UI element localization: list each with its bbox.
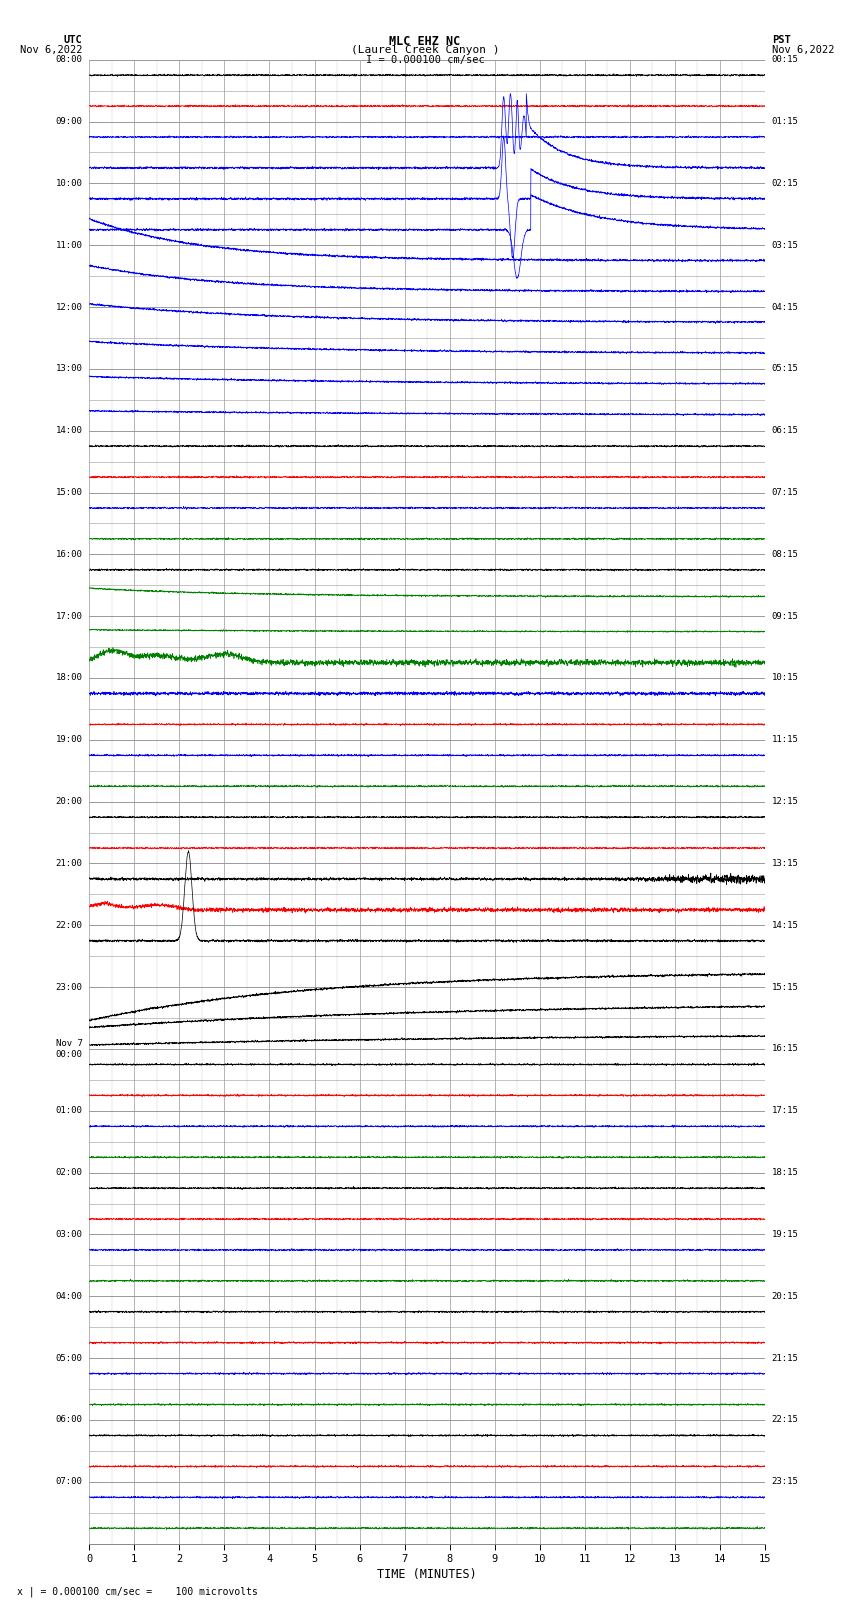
Text: 23:00: 23:00: [55, 982, 82, 992]
Text: 02:15: 02:15: [772, 179, 799, 187]
Text: 00:15: 00:15: [772, 55, 799, 65]
Text: 17:00: 17:00: [55, 611, 82, 621]
Text: 22:15: 22:15: [772, 1416, 799, 1424]
Text: Nov 7
00:00: Nov 7 00:00: [55, 1039, 82, 1058]
Text: 05:15: 05:15: [772, 365, 799, 373]
Text: 03:15: 03:15: [772, 240, 799, 250]
Text: 17:15: 17:15: [772, 1107, 799, 1115]
Text: 21:15: 21:15: [772, 1353, 799, 1363]
Text: 11:15: 11:15: [772, 736, 799, 744]
Text: 18:00: 18:00: [55, 674, 82, 682]
Text: 08:00: 08:00: [55, 55, 82, 65]
Text: 14:00: 14:00: [55, 426, 82, 436]
Text: 09:15: 09:15: [772, 611, 799, 621]
Text: 05:00: 05:00: [55, 1353, 82, 1363]
Text: 20:00: 20:00: [55, 797, 82, 806]
Text: I = 0.000100 cm/sec: I = 0.000100 cm/sec: [366, 55, 484, 65]
Text: 08:15: 08:15: [772, 550, 799, 558]
Text: Nov 6,2022: Nov 6,2022: [20, 45, 82, 55]
Text: 02:00: 02:00: [55, 1168, 82, 1177]
Text: 07:00: 07:00: [55, 1478, 82, 1486]
Text: MLC EHZ NC: MLC EHZ NC: [389, 35, 461, 48]
Text: 19:15: 19:15: [772, 1231, 799, 1239]
Text: 23:15: 23:15: [772, 1478, 799, 1486]
Text: 18:15: 18:15: [772, 1168, 799, 1177]
Text: 11:00: 11:00: [55, 240, 82, 250]
Text: 07:15: 07:15: [772, 489, 799, 497]
Text: 15:00: 15:00: [55, 489, 82, 497]
Text: 12:00: 12:00: [55, 303, 82, 311]
Text: 04:00: 04:00: [55, 1292, 82, 1300]
Text: 16:00: 16:00: [55, 550, 82, 558]
Text: 06:00: 06:00: [55, 1416, 82, 1424]
Text: Nov 6,2022: Nov 6,2022: [772, 45, 835, 55]
Text: 15:15: 15:15: [772, 982, 799, 992]
Text: 21:00: 21:00: [55, 860, 82, 868]
X-axis label: TIME (MINUTES): TIME (MINUTES): [377, 1568, 477, 1581]
Text: 14:15: 14:15: [772, 921, 799, 929]
Text: (Laurel Creek Canyon ): (Laurel Creek Canyon ): [351, 45, 499, 55]
Text: 20:15: 20:15: [772, 1292, 799, 1300]
Text: 12:15: 12:15: [772, 797, 799, 806]
Text: 22:00: 22:00: [55, 921, 82, 929]
Text: 01:15: 01:15: [772, 118, 799, 126]
Text: 01:00: 01:00: [55, 1107, 82, 1115]
Text: 13:00: 13:00: [55, 365, 82, 373]
Text: 09:00: 09:00: [55, 118, 82, 126]
Text: UTC: UTC: [64, 35, 82, 45]
Text: PST: PST: [772, 35, 791, 45]
Text: 03:00: 03:00: [55, 1231, 82, 1239]
Text: 16:15: 16:15: [772, 1045, 799, 1053]
Text: x | = 0.000100 cm/sec =    100 microvolts: x | = 0.000100 cm/sec = 100 microvolts: [17, 1586, 258, 1597]
Text: 19:00: 19:00: [55, 736, 82, 744]
Text: 10:15: 10:15: [772, 674, 799, 682]
Text: 13:15: 13:15: [772, 860, 799, 868]
Text: 04:15: 04:15: [772, 303, 799, 311]
Text: 10:00: 10:00: [55, 179, 82, 187]
Text: 06:15: 06:15: [772, 426, 799, 436]
